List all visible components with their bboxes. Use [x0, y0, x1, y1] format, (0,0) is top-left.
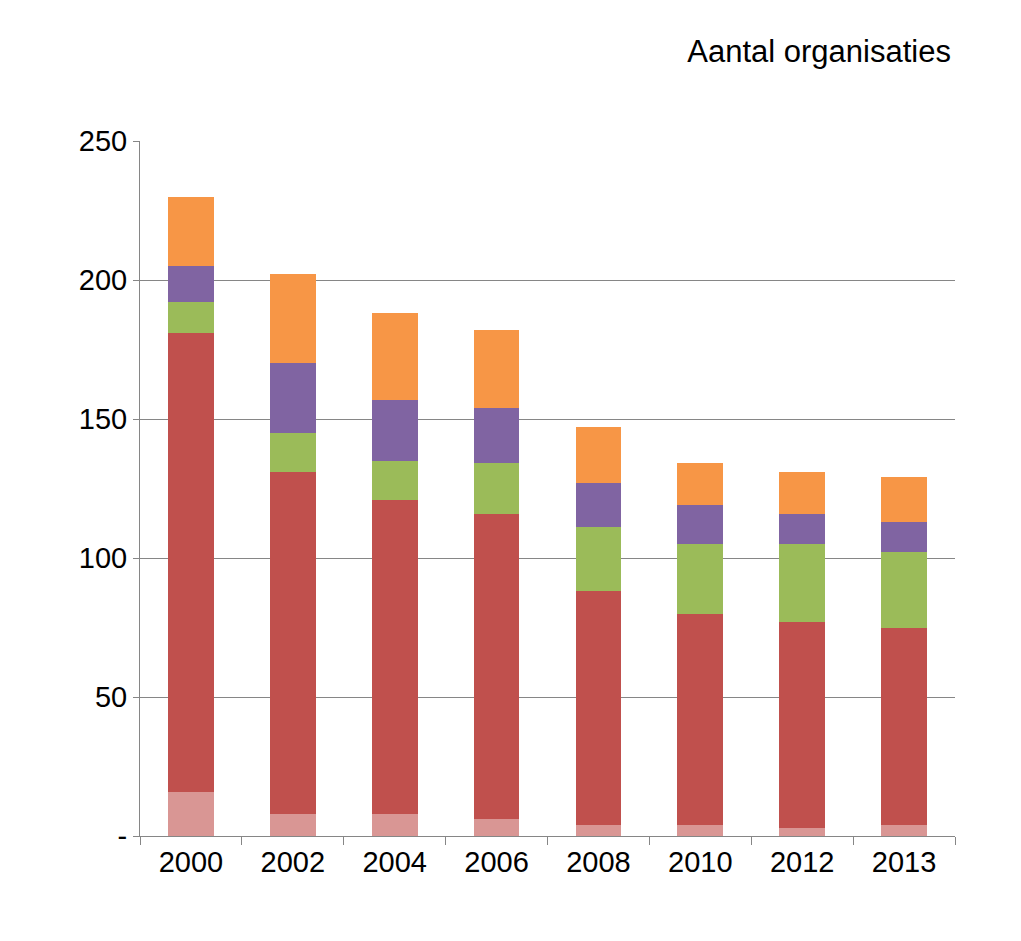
svg-text:250: 250	[79, 125, 127, 157]
svg-text:2008: 2008	[566, 846, 631, 878]
svg-text:2013: 2013	[872, 846, 937, 878]
svg-text:200: 200	[79, 264, 127, 296]
svg-text:2000: 2000	[159, 846, 224, 878]
svg-text:Aantal organisaties: Aantal organisaties	[687, 34, 951, 69]
svg-text:2006: 2006	[464, 846, 529, 878]
svg-text:100: 100	[79, 542, 127, 574]
svg-text:2004: 2004	[362, 846, 427, 878]
svg-text:-: -	[118, 820, 128, 852]
svg-text:2012: 2012	[770, 846, 835, 878]
svg-text:50: 50	[95, 681, 127, 713]
svg-text:2002: 2002	[261, 846, 326, 878]
svg-text:150: 150	[79, 403, 127, 435]
svg-text:2010: 2010	[668, 846, 733, 878]
